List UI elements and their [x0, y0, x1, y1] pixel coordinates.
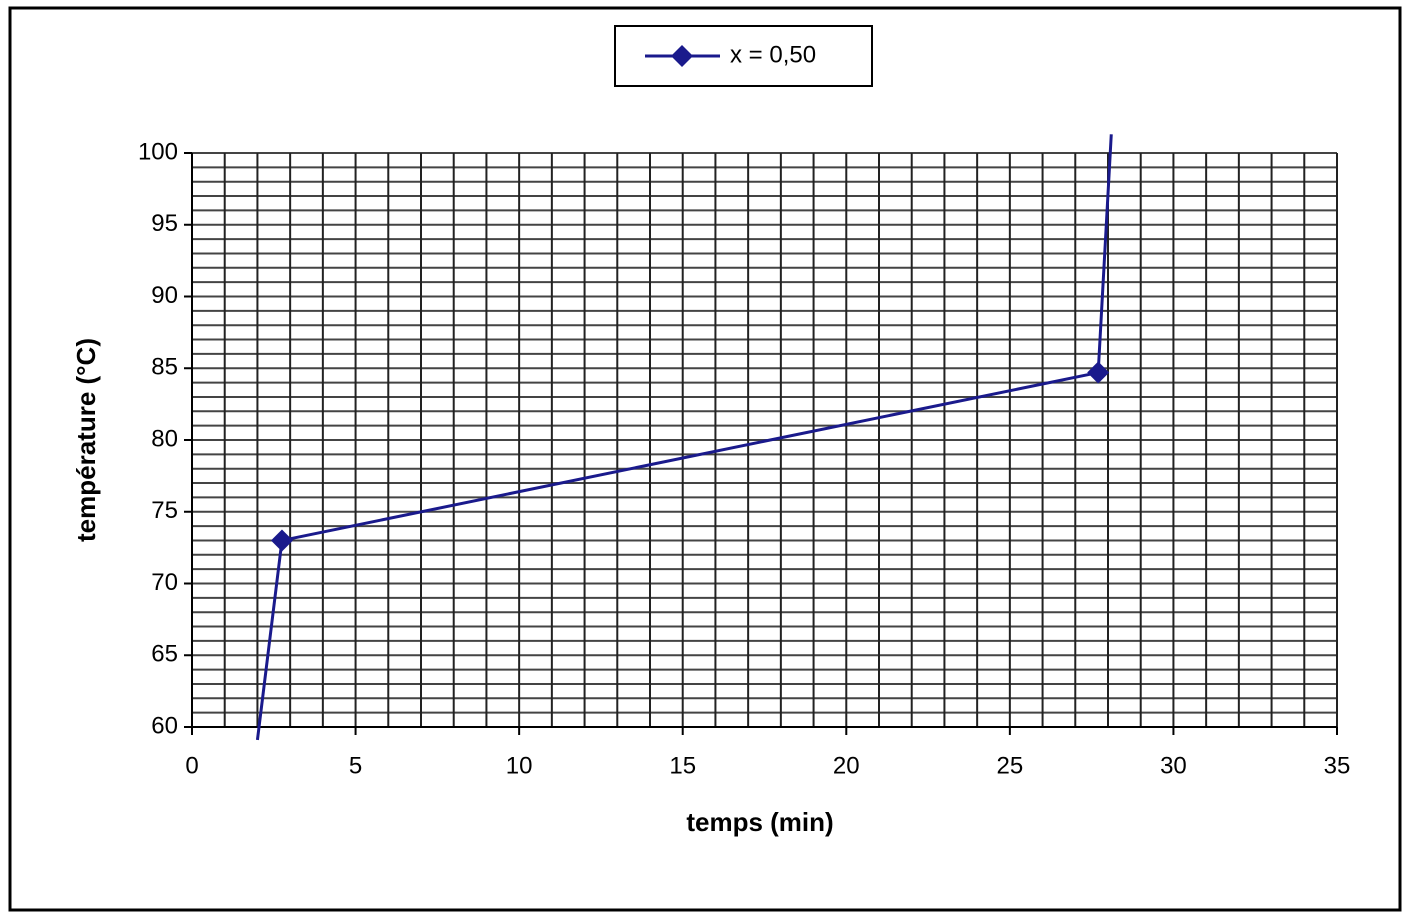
legend-marker [671, 45, 693, 67]
y-axis-label: température (°C) [71, 338, 101, 542]
x-tick-label: 10 [506, 752, 533, 779]
legend-label: x = 0,50 [730, 41, 816, 68]
y-tick-label: 95 [151, 210, 178, 237]
y-tick-label: 70 [151, 569, 178, 596]
x-tick-label: 20 [833, 752, 860, 779]
y-tick-label: 75 [151, 497, 178, 524]
x-axis-label: temps (min) [686, 807, 833, 837]
y-tick-label: 85 [151, 354, 178, 381]
line [255, 134, 1113, 741]
marker [1087, 361, 1110, 384]
y-tick-label: 60 [151, 712, 178, 739]
x-tick-label: 25 [997, 752, 1024, 779]
x-tick-label: 35 [1324, 752, 1351, 779]
x-tick-label: 5 [349, 752, 362, 779]
y-tick-label: 65 [151, 641, 178, 668]
x-tick-label: 0 [185, 752, 198, 779]
marker [270, 529, 293, 552]
y-tick-label: 90 [151, 282, 178, 309]
x-tick-label: 30 [1160, 752, 1187, 779]
y-tick-label: 80 [151, 425, 178, 452]
y-tick-label: 100 [138, 138, 178, 165]
x-tick-label: 15 [669, 752, 696, 779]
